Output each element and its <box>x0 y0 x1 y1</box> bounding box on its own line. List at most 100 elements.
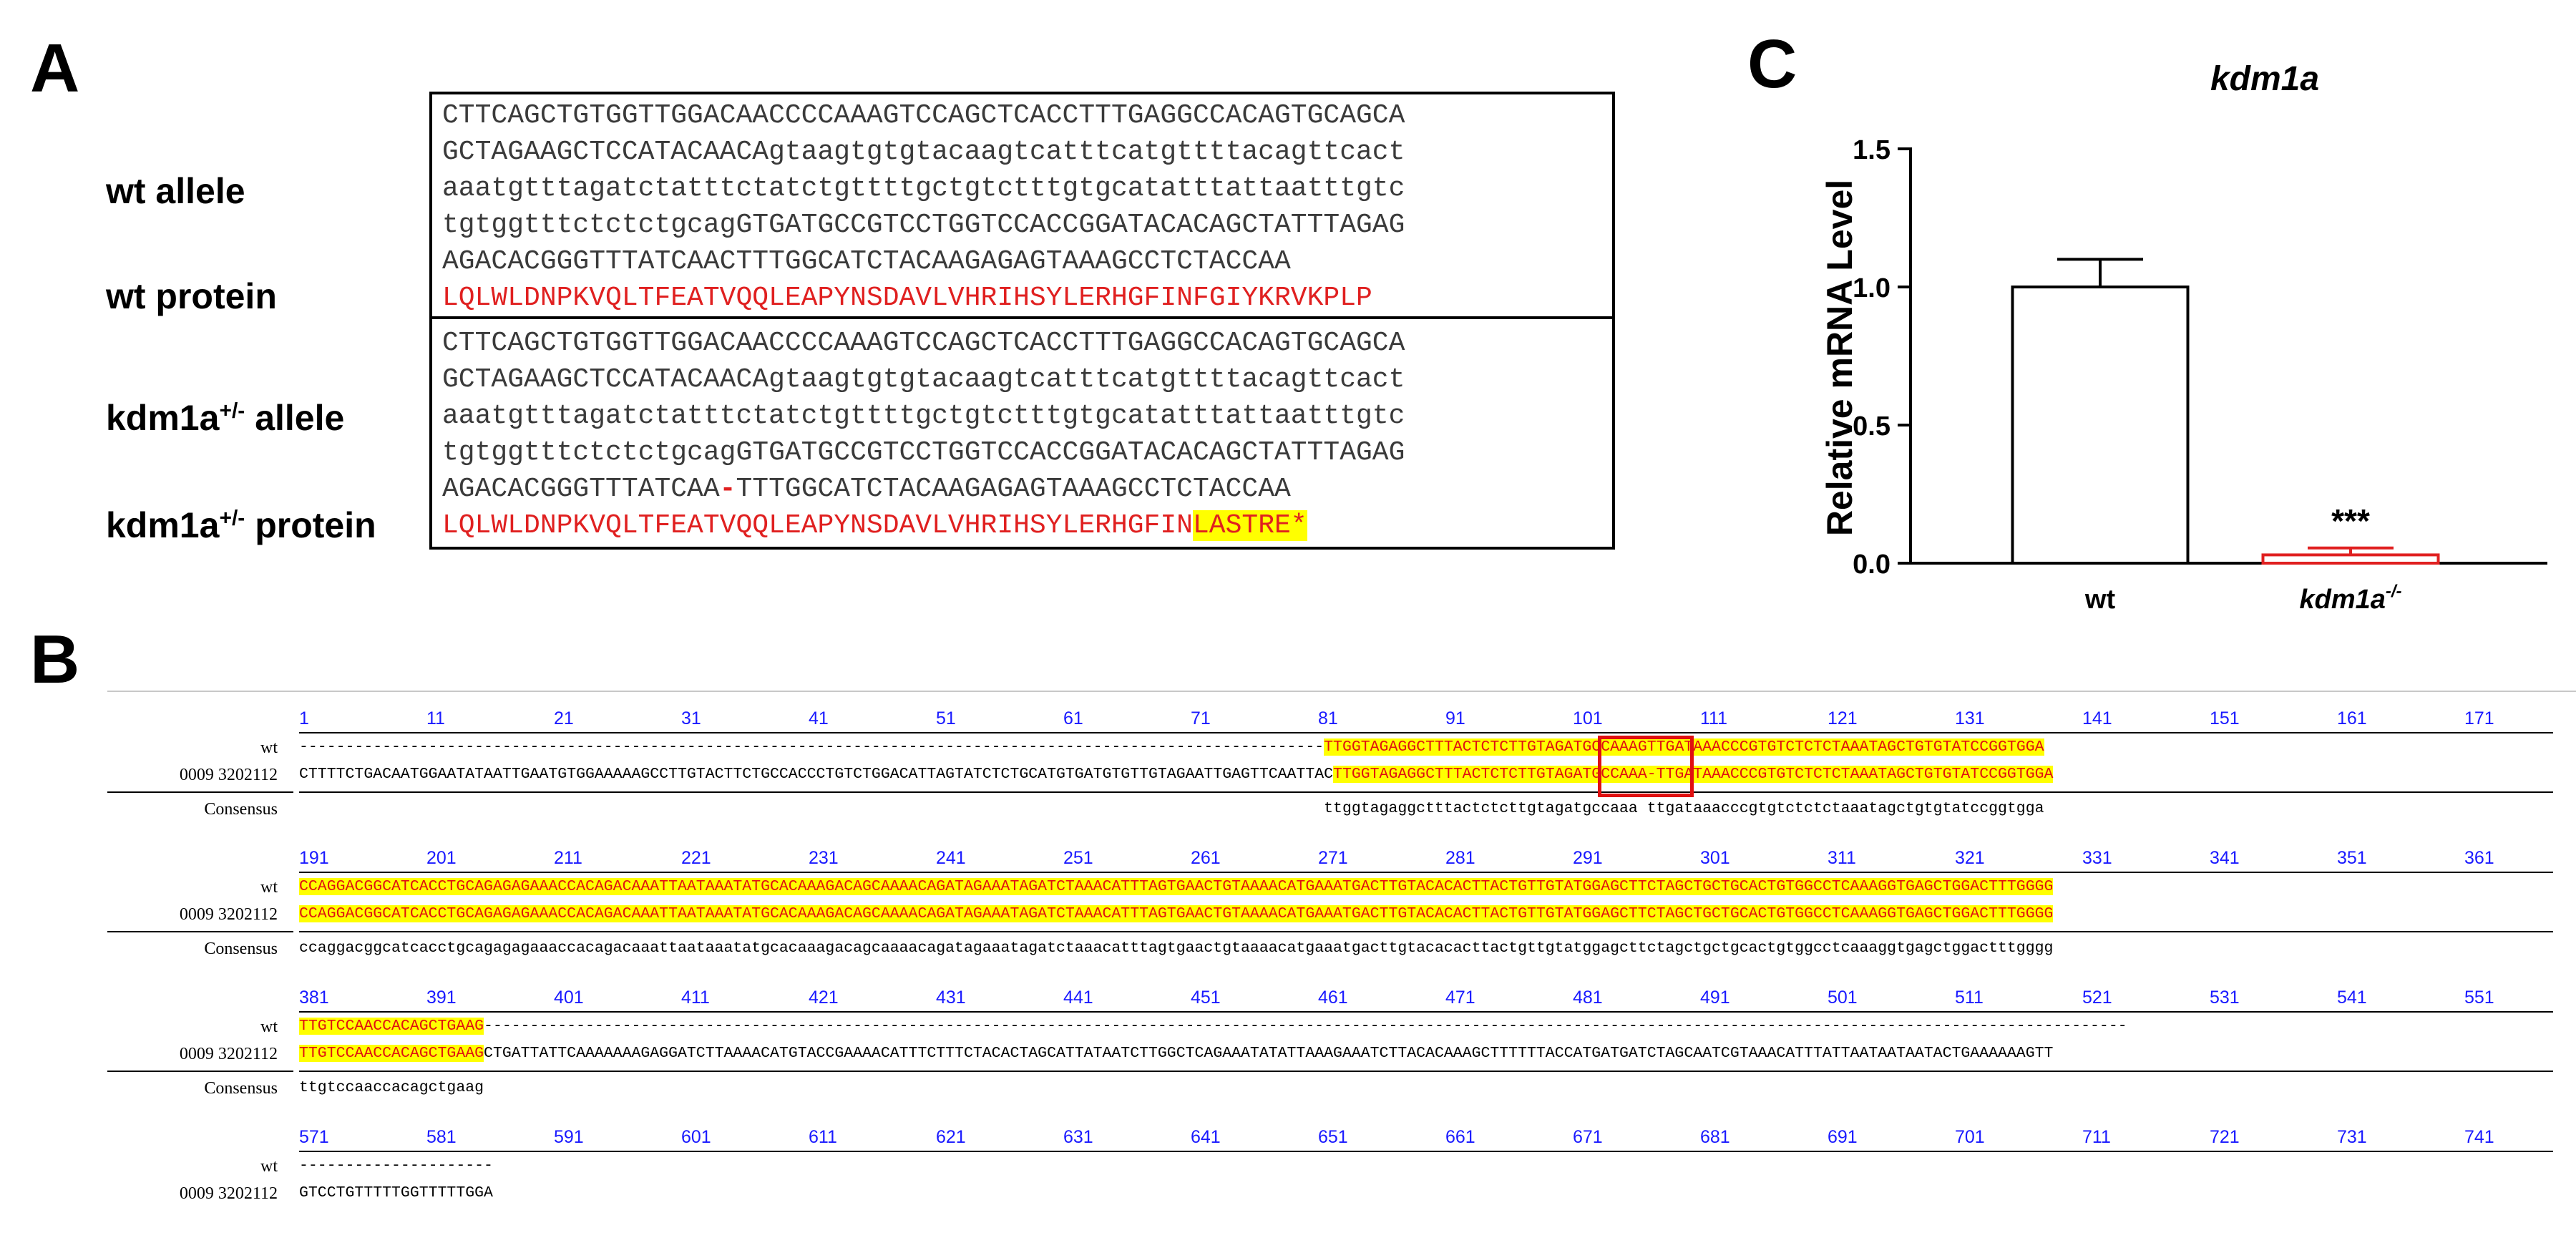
seq-name-consensus: Consensus <box>204 1079 278 1098</box>
ruler-tick-label: 311 <box>1828 848 1856 868</box>
ruler-tick-label: 341 <box>2210 848 2240 868</box>
gap-run: ----------------------------------------… <box>299 738 1324 756</box>
mut-seq-line: CTTCAGCTGTGGTTGGACAACCCCAAAGTCCAGCTCACCT… <box>442 328 1405 359</box>
name-divider <box>107 791 293 793</box>
ruler-tick-label: 671 <box>1573 1127 1603 1147</box>
seq-name-sample: 0009 3202112 <box>179 766 278 784</box>
aligned-highlight: TTGTCCAACCACAGCTGAAG <box>299 1045 484 1062</box>
ruler-tick-label: 71 <box>1191 708 1211 728</box>
mut-protein-seq: LQLWLDNPKVQLTFEATVQQLEAPYNSDAVLVHRIHSYLE… <box>442 510 1307 541</box>
ruler-tick-label: 91 <box>1445 708 1465 728</box>
aligned-highlight: ATAAACCCGTGTCTCTCTAAATAGCTGTGTATCCGGTGGA <box>1674 738 2044 756</box>
ruler-tick-label: 11 <box>426 708 445 728</box>
ruler-tick-label: 261 <box>1191 848 1221 868</box>
ruler-tick-label: 631 <box>1063 1127 1093 1147</box>
ruler-tick-label: 531 <box>2210 988 2240 1008</box>
ruler-tick-label: 251 <box>1063 848 1093 868</box>
ruler-tick-label: 701 <box>1955 1127 1985 1147</box>
wt-seq-line: CTTCAGCTGTGGTTGGACAACCCCAAAGTCCAGCTCACCT… <box>442 100 1405 131</box>
seq-name-wt: wt <box>260 878 278 897</box>
consensus-text: ccaggacggcatcacctgcagagagaaaccacagacaaat… <box>299 940 2054 957</box>
mut-seq-line: GCTAGAAGCTCCATACAACAgtaagtgtgtacaagtcatt… <box>442 364 1405 395</box>
seq-name-wt: wt <box>260 1018 278 1036</box>
ruler-tick-label: 441 <box>1063 988 1093 1008</box>
ruler-tick-label: 141 <box>2082 708 2112 728</box>
ruler-tick-label: 191 <box>299 848 329 868</box>
sample-aligned-seq: GTCCTGTTTTTGGTTTTTGGA <box>299 1184 493 1201</box>
seq-name-sample: 0009 3202112 <box>179 1184 278 1203</box>
panel-c-letter: C <box>1747 26 1797 102</box>
ruler-tick-label: 151 <box>2210 708 2240 728</box>
ruler-tick-label: 171 <box>2464 708 2494 728</box>
ruler-line <box>299 1011 2553 1013</box>
seq-name-wt: wt <box>260 1157 278 1176</box>
ruler-tick-label: 581 <box>426 1127 457 1147</box>
ruler-tick-label: 481 <box>1573 988 1603 1008</box>
aligned-highlight: CCAGGACGGCATCACCTGCAGAGAGAAACCACAGACAAAT… <box>299 905 2054 922</box>
ruler-tick-label: 1 <box>299 708 309 728</box>
wt-aligned-seq: ----------------------------------------… <box>299 738 2044 756</box>
ruler-tick-label: 501 <box>1828 988 1858 1008</box>
ruler-tick-label: 541 <box>2337 988 2367 1008</box>
deletion-site-box <box>1598 736 1694 797</box>
aligned-highlight: TTGTCCAACCACAGCTGAAG <box>299 1018 484 1035</box>
ruler-tick-label: 651 <box>1318 1127 1348 1147</box>
ruler-tick-label: 591 <box>554 1127 584 1147</box>
wt-aligned-seq: CCAGGACGGCATCACCTGCAGAGAGAAACCACAGACAAAT… <box>299 878 2054 895</box>
chart-bars <box>2011 258 2440 565</box>
ruler-tick-label: 691 <box>1828 1127 1858 1147</box>
aligned-highlight: TTGGTAGAGGCTTTACTCTCTTGTAGATGC <box>1333 766 1611 783</box>
frameshift-highlight: LASTRE* <box>1192 510 1307 541</box>
y-tick-label: 0.0 <box>1853 550 1890 580</box>
mut-sequence-box: CTTCAGCTGTGGTTGGACAACCCCAAAGTCCAGCTCACCT… <box>429 316 1615 550</box>
seq-name-wt: wt <box>260 738 278 757</box>
consensus-text: ttgtccaaccacagctgaag <box>299 1079 484 1096</box>
ruler-tick-label: 461 <box>1318 988 1348 1008</box>
ruler-tick-label: 721 <box>2210 1127 2240 1147</box>
ruler-tick-label: 241 <box>936 848 966 868</box>
deletion-mark: - <box>719 474 736 504</box>
seq-name-sample: 0009 3202112 <box>179 1045 278 1063</box>
ruler-tick-label: 351 <box>2337 848 2367 868</box>
ruler-tick-label: 321 <box>1955 848 1985 868</box>
aligned-highlight: TTGGTAGAGGCTTTACTCTCTTGTAGATGC <box>1324 738 1601 756</box>
ruler-tick-label: 611 <box>809 1127 837 1147</box>
ruler-tick-label: 41 <box>809 708 829 728</box>
consensus-text: ttggtagaggctttactctcttgtagatgccaaa ttgat… <box>1324 800 2044 817</box>
ruler-tick-label: 421 <box>809 988 839 1008</box>
mut-seq-line: tgtggtttctctctgcagGTGATGCCGTCCTGGTCCACCG… <box>442 437 1405 468</box>
ruler-tick-label: 331 <box>2082 848 2112 868</box>
seq-name-consensus: Consensus <box>204 800 278 819</box>
gap-run: --------------------- <box>299 1157 493 1174</box>
consensus-divider <box>299 791 2553 793</box>
ruler-tick-label: 61 <box>1063 708 1083 728</box>
wt-seq-line: AGACACGGGTTTATCAACTTTGGCATCTACAAGAGAGTAA… <box>442 246 1291 277</box>
consensus-seq: ccaggacggcatcacctgcagagagaaaccacagacaaat… <box>299 940 2053 957</box>
ruler-tick-label: 391 <box>426 988 457 1008</box>
wt-seq-line: aaatgtttagatctatttctatctgttttgctgtctttgt… <box>442 173 1405 204</box>
wt-protein-seq: LQLWLDNPKVQLTFEATVQQLEAPYNSDAVLVHRIHSYLE… <box>442 283 1372 313</box>
wt-protein-label: wt protein <box>106 276 277 316</box>
ruler-tick-label: 621 <box>936 1127 966 1147</box>
panel-b-top-rule <box>107 691 2576 692</box>
ruler-tick-label: 291 <box>1573 848 1603 868</box>
ruler-tick-label: 521 <box>2082 988 2112 1008</box>
bar-wt <box>2011 286 2190 565</box>
ruler-tick-label: 601 <box>681 1127 711 1147</box>
ruler-tick-label: 81 <box>1318 708 1338 728</box>
panel-a-letter: A <box>30 30 80 107</box>
unaligned-seq: GTCCTGTTTTTGGTTTTTGGA <box>299 1184 493 1201</box>
ruler-tick-label: 381 <box>299 988 329 1008</box>
panel-b-letter: B <box>30 621 80 698</box>
mutation-site: CAAAGTTG <box>1601 738 1675 756</box>
mut-seq-line: aaatgtttagatctatttctatctgttttgctgtctttgt… <box>442 401 1405 432</box>
name-divider <box>107 1071 293 1072</box>
ruler-tick-label: 731 <box>2337 1127 2367 1147</box>
wt-aligned-seq: --------------------- <box>299 1157 493 1174</box>
ruler-tick-label: 31 <box>681 708 701 728</box>
ruler-tick-label: 161 <box>2337 708 2367 728</box>
x-tick-label-wt: wt <box>2084 585 2116 615</box>
mut-protein-label: kdm1a+/- protein <box>106 505 376 545</box>
ruler-tick-label: 231 <box>809 848 839 868</box>
